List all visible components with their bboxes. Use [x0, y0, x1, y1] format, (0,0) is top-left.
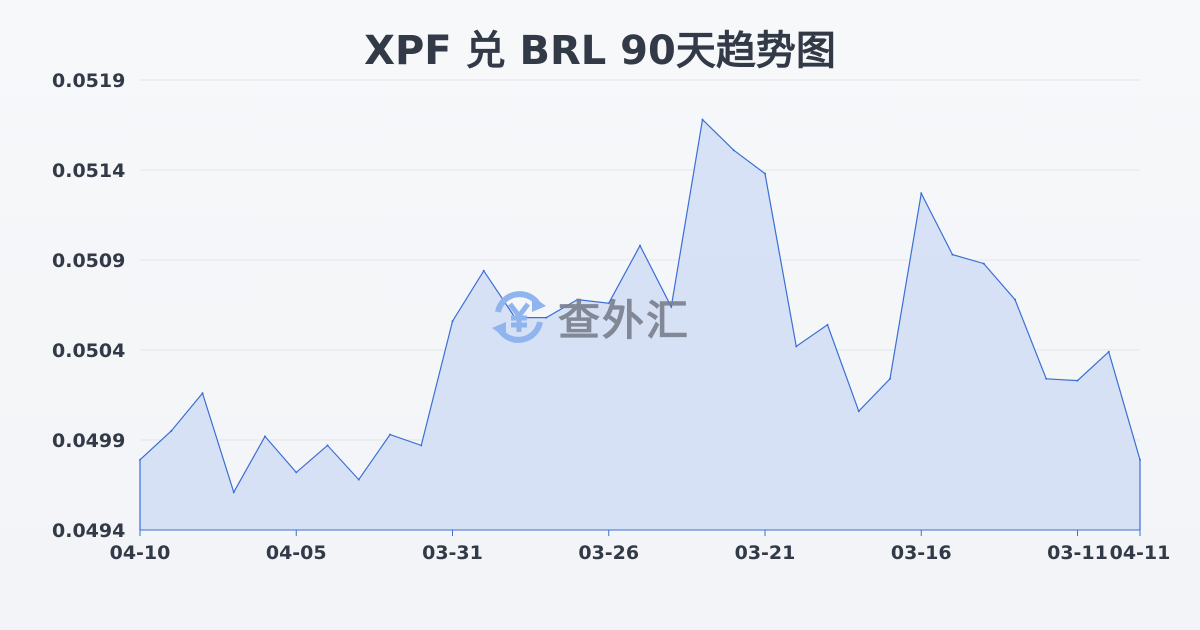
data-point: [357, 478, 360, 481]
data-point: [201, 392, 204, 395]
data-point: [1139, 458, 1141, 461]
x-tick-label: 03-26: [578, 542, 639, 564]
data-point: [545, 316, 548, 319]
data-point: [170, 430, 173, 432]
data-point: [139, 458, 141, 461]
data-point: [826, 323, 829, 326]
x-tick-label: 04-05: [266, 542, 327, 564]
y-tick-label: 0.0494: [52, 520, 125, 542]
data-point: [639, 244, 641, 247]
data-point: [982, 262, 985, 265]
data-point: [451, 320, 454, 323]
data-point: [1014, 298, 1016, 301]
data-point: [482, 269, 485, 272]
data-point: [295, 471, 298, 474]
data-point: [920, 192, 923, 195]
y-tick-label: 0.0509: [52, 250, 125, 272]
data-point: [1107, 350, 1110, 353]
area-fill: [140, 119, 1140, 530]
data-point: [232, 491, 235, 494]
data-point: [1045, 377, 1048, 380]
x-tick-label: 04-11: [1110, 542, 1171, 564]
chart-title: XPF 兑 BRL 90天趋势图: [364, 28, 836, 74]
x-tick-label: 03-11: [1047, 542, 1108, 564]
data-point: [670, 305, 673, 308]
y-tick-label: 0.0504: [52, 340, 125, 362]
data-point: [764, 172, 766, 175]
data-point: [951, 253, 954, 256]
currency-exchange-yen-icon: [492, 291, 546, 343]
data-point: [607, 302, 610, 305]
data-point: [576, 298, 579, 301]
x-tick-label: 03-16: [891, 542, 952, 564]
data-point: [732, 149, 735, 152]
data-point: [889, 377, 891, 380]
data-point: [389, 433, 391, 436]
y-tick-label: 0.0499: [52, 430, 125, 452]
data-point: [326, 444, 329, 447]
y-tick-label: 0.0519: [52, 70, 125, 92]
data-point: [795, 345, 798, 348]
data-point: [264, 435, 266, 438]
data-point: [701, 118, 704, 121]
watermark: 查外汇: [488, 286, 690, 348]
data-point: [420, 444, 423, 447]
x-tick-label: 03-21: [735, 542, 796, 564]
y-tick-label: 0.0514: [52, 160, 125, 182]
data-point: [857, 410, 860, 413]
data-point: [1076, 379, 1079, 382]
x-tick-label: 03-31: [422, 542, 483, 564]
watermark-text: 查外汇: [558, 295, 691, 345]
x-tick-label: 04-10: [110, 542, 171, 564]
